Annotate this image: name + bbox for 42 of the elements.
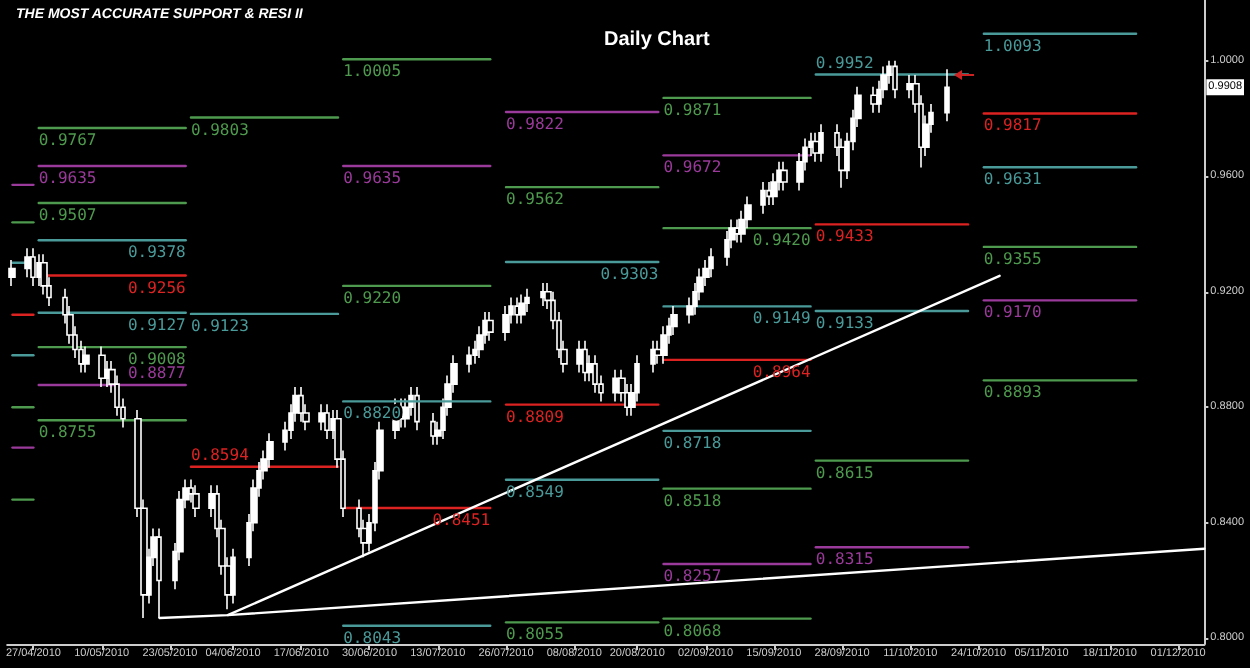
series-label: 0.9871 — [663, 100, 722, 119]
series-label: 1.0093 — [983, 36, 1042, 55]
series-label: 0.9008 — [127, 350, 187, 369]
series-label: 0.9127 — [127, 315, 187, 334]
series-label: 0.9767 — [38, 130, 97, 149]
series-label: 0.9355 — [983, 249, 1042, 268]
series-label: 0.8755 — [38, 423, 97, 442]
series-label: 0.8594 — [190, 445, 250, 464]
series-label: 0.9420 — [752, 231, 811, 250]
series-label: 0.9123 — [190, 316, 250, 335]
series-label: 0.8549 — [506, 482, 565, 501]
series-label: 0.9562 — [506, 190, 565, 209]
series-label: 0.9952 — [815, 53, 874, 72]
series-label: 0.9378 — [127, 243, 187, 262]
series-label: 0.8893 — [983, 383, 1042, 402]
series-label: 0.8068 — [663, 621, 722, 640]
series-label: 0.8257 — [663, 567, 722, 586]
series-label: 0.9803 — [190, 120, 250, 139]
series-label: 0.9672 — [663, 158, 722, 177]
series-label: 0.9635 — [38, 169, 97, 188]
series-label: 0.9507 — [38, 206, 97, 225]
series-label: 0.8718 — [663, 433, 722, 452]
series-label: 0.9133 — [815, 314, 874, 333]
series-label: 0.8615 — [815, 463, 874, 482]
series-label: 0.9149 — [752, 309, 811, 328]
series-label: 0.8055 — [506, 625, 565, 644]
series-label: 0.9256 — [127, 278, 187, 297]
series-label: 0.9631 — [983, 170, 1042, 189]
series-label: 0.9822 — [506, 115, 565, 134]
series-label: 0.8809 — [506, 407, 565, 426]
series-label: 0.8518 — [663, 491, 722, 510]
series-label: 0.9433 — [815, 227, 874, 246]
series-label: 1.0005 — [343, 62, 402, 81]
series-label: 0.8043 — [343, 628, 402, 647]
series-label: 0.8315 — [815, 550, 874, 569]
text: Daily Chart — [604, 29, 711, 51]
series-label: 0.9817 — [983, 116, 1042, 135]
series-label: 0.9220 — [343, 288, 402, 307]
series-label: 0.9303 — [600, 264, 659, 283]
series-label: 0.9170 — [983, 303, 1042, 322]
series-label: 0.8877 — [127, 363, 187, 382]
series-label: 0.9635 — [343, 169, 402, 188]
